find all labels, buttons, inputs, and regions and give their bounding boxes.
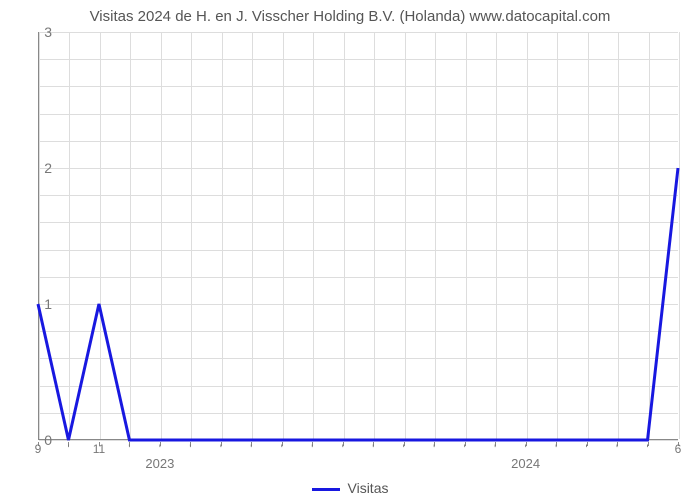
series-path (38, 168, 678, 440)
y-tick-label: 2 (12, 160, 52, 176)
legend-swatch (312, 488, 340, 491)
x-year-label: 2024 (511, 456, 540, 471)
chart-body (38, 32, 678, 440)
y-tick-label: 3 (12, 24, 52, 40)
x-tick-label: ' (524, 442, 526, 456)
chart-container: Visitas 2024 de H. en J. Visscher Holdin… (0, 0, 700, 500)
y-tick-label: 1 (12, 296, 52, 312)
x-tick-label: ' (189, 442, 191, 456)
x-tick-label: ' (281, 442, 283, 456)
x-tick-label: 6 (675, 442, 682, 456)
x-axis-labels: 9'11''''''''''''''''''620232024 (38, 442, 678, 472)
x-tick-label: ' (433, 442, 435, 456)
legend: Visitas (0, 480, 700, 496)
x-tick-label: ' (250, 442, 252, 456)
x-tick-label: ' (494, 442, 496, 456)
x-tick-label: ' (311, 442, 313, 456)
x-tick-label: ' (616, 442, 618, 456)
x-tick-label: ' (342, 442, 344, 456)
x-year-label: 2023 (145, 456, 174, 471)
x-tick-label: ' (555, 442, 557, 456)
line-series (38, 32, 678, 440)
x-tick-label: ' (646, 442, 648, 456)
x-tick-label: ' (585, 442, 587, 456)
x-tick-label: ' (159, 442, 161, 456)
x-tick-label: ' (403, 442, 405, 456)
x-tick-label: ' (220, 442, 222, 456)
x-tick-label: 9 (35, 442, 42, 456)
x-tick-label: ' (128, 442, 130, 456)
gridline-v (679, 32, 680, 439)
chart-title: Visitas 2024 de H. en J. Visscher Holdin… (0, 0, 700, 30)
x-tick-label: ' (67, 442, 69, 456)
legend-label: Visitas (348, 480, 389, 496)
x-tick-label: 11 (93, 442, 105, 456)
x-tick-label: ' (372, 442, 374, 456)
x-tick-label: ' (464, 442, 466, 456)
